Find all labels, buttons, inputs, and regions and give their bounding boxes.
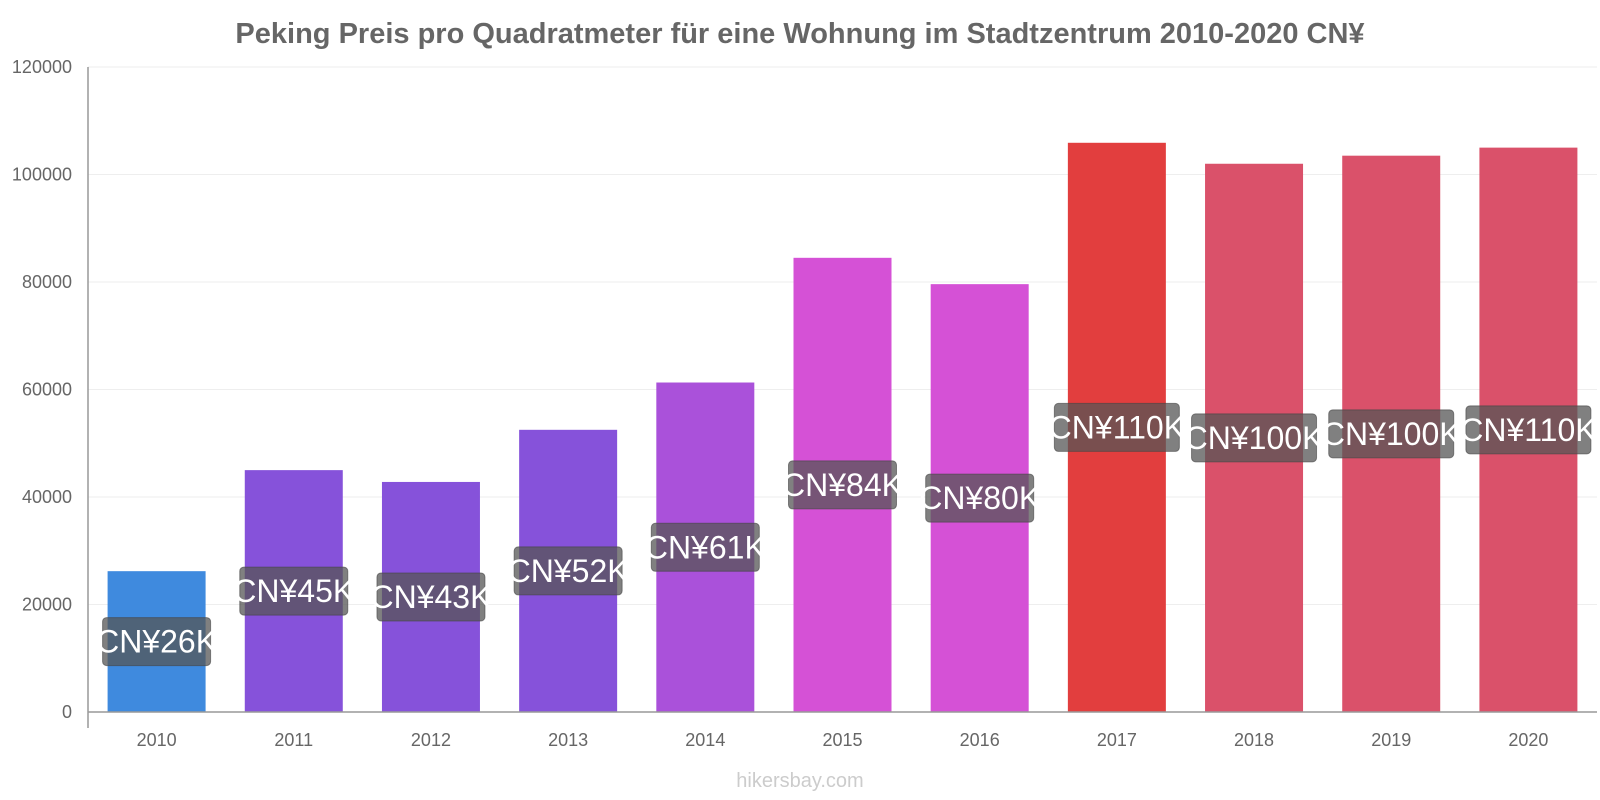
data-label: CN¥45K (233, 566, 354, 616)
data-label-text: CN¥61K (645, 529, 766, 565)
y-tick-label: 20000 (22, 595, 72, 615)
y-tick-label: 40000 (22, 487, 72, 507)
data-label-box (788, 460, 897, 510)
data-label: CN¥52K (508, 546, 629, 596)
data-label: CN¥43K (370, 572, 491, 622)
data-label-text: CN¥100K (1322, 416, 1461, 452)
x-tick-label: 2011 (274, 730, 313, 750)
x-tick-label: 2018 (1234, 730, 1274, 750)
data-label-text: CN¥100K (1185, 420, 1324, 456)
data-label-text: CN¥110K (1049, 409, 1185, 445)
data-label: CN¥84K (782, 460, 903, 510)
data-label-box (1465, 405, 1592, 455)
x-tick-label: 2017 (1097, 730, 1137, 750)
watermark: hikersbay.com (736, 770, 863, 792)
data-label-box (102, 617, 212, 667)
data-label: CN¥80K (919, 473, 1040, 523)
data-label: CN¥110K (1049, 402, 1185, 452)
x-tick-label: 2010 (137, 730, 177, 750)
data-label-text: CN¥45K (233, 573, 354, 609)
y-tick-label: 120000 (12, 57, 72, 77)
chart-title: Peking Preis pro Quadratmeter für eine W… (235, 18, 1364, 50)
x-tick-label: 2015 (822, 730, 862, 750)
data-label: CN¥61K (645, 522, 766, 572)
x-tick-label: 2016 (960, 730, 1000, 750)
data-label-box (1328, 409, 1455, 459)
data-label: CN¥110K (1460, 405, 1597, 455)
data-label: CN¥26K (96, 617, 217, 667)
data-label: CN¥100K (1322, 409, 1461, 459)
data-label-text: CN¥26K (96, 624, 217, 660)
data-label-box (1053, 402, 1180, 452)
data-label-text: CN¥43K (370, 579, 491, 615)
y-tick-label: 60000 (22, 380, 72, 400)
data-label-box (925, 473, 1035, 523)
data-label-box (376, 572, 486, 622)
data-label-box (1191, 413, 1318, 463)
x-tick-label: 2020 (1508, 730, 1548, 750)
data-label-text: CN¥80K (919, 480, 1040, 516)
data-labels: CN¥26K CN¥45K CN¥43K CN¥52K CN¥61K CN¥84K CN¥8… (96, 402, 1597, 667)
data-label-box (239, 566, 349, 616)
y-tick-label: 80000 (22, 272, 72, 292)
data-label-text: CN¥84K (782, 467, 903, 503)
data-label: CN¥100K (1185, 413, 1324, 463)
x-tick-label: 2012 (411, 730, 451, 750)
x-tick-label: 2019 (1371, 730, 1411, 750)
data-label-box (650, 522, 760, 572)
y-tick-label: 0 (62, 702, 72, 722)
data-label-text: CN¥52K (508, 553, 629, 589)
x-tick-label: 2014 (685, 730, 725, 750)
axes: 0 20000 40000 60000 80000 100000 120000 2010 201… (12, 57, 1597, 750)
data-label-text: CN¥110K (1460, 412, 1596, 448)
x-tick-label: 2013 (548, 730, 588, 750)
y-tick-label: 100000 (12, 165, 72, 185)
data-label-box (513, 546, 623, 596)
